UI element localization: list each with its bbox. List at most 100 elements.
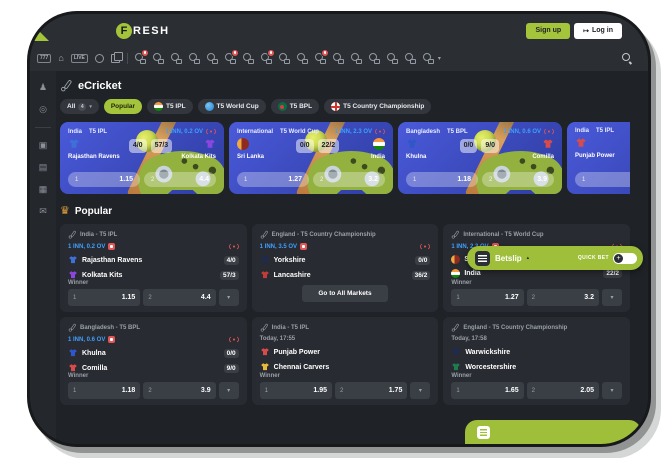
home-icon[interactable]: ⌂ [58, 52, 64, 63]
brand-logo[interactable]: F RESH [116, 22, 170, 39]
match-card[interactable]: India - T5 IPL Today, 17:55 Punjab Power [251, 317, 439, 405]
sport-icon-14[interactable] [368, 52, 380, 64]
page-header: eCricket [60, 79, 630, 92]
stream-icon [544, 128, 554, 135]
filter-t5-world-cup[interactable]: T5 World Cup [197, 99, 266, 114]
odds-button-1[interactable]: 1 1.95 [259, 382, 332, 399]
quick-bet-control: QUICK BET + [578, 252, 637, 264]
sport-icon-6[interactable] [224, 48, 239, 64]
odds-button-1[interactable]: 1 1.27 [451, 289, 524, 306]
sport-icon-12[interactable] [332, 52, 344, 64]
live-banner[interactable]: Bangladesh T5 BPL 1 INN, 0.6 OV [398, 122, 562, 194]
sport-icon-1[interactable] [134, 48, 149, 64]
banner-odds-row: 1 1.15 2 4.4 [68, 172, 216, 187]
sport-icon-4[interactable] [188, 52, 200, 64]
gift-icon[interactable]: ▣ [38, 140, 48, 150]
search-icon[interactable] [622, 53, 632, 63]
odds-button-2[interactable]: 2 4.4 [144, 172, 216, 187]
slots-777-icon[interactable]: 777 [37, 53, 52, 63]
sport-icon-7[interactable] [242, 52, 254, 64]
more-odds-button[interactable]: ▾ [602, 382, 623, 399]
target-icon[interactable]: ◎ [39, 104, 47, 114]
odds-button-2[interactable]: 2 3.9 [482, 172, 554, 187]
sport-icon-more[interactable] [422, 52, 434, 64]
filter-popular[interactable]: Popular [103, 99, 143, 114]
odds-button-2[interactable]: 2 1.75 [335, 382, 408, 399]
logo-f-icon: F [116, 22, 132, 39]
live-badge-icon[interactable]: LIVE [70, 53, 88, 63]
banner-team-name: Comilla [532, 154, 554, 160]
odds-button-1[interactable]: 1 1.18 [68, 382, 141, 399]
left-sidebar: ♟ ◎ ▣ ▤ ▦ ✉ [30, 71, 56, 444]
slots-grid-icon[interactable]: ▦ [38, 184, 48, 194]
banner-team-home: Punjab Power [575, 137, 615, 172]
sport-icon-10[interactable] [296, 52, 308, 64]
betslip-bar[interactable]: Betslip ▴ QUICK BET + [467, 246, 643, 270]
odds-button-1[interactable]: 1 1.27 [237, 172, 309, 187]
wallet-icon[interactable]: ▤ [38, 162, 48, 172]
odds-button-1[interactable]: 1 1.15 [68, 289, 141, 306]
sport-icon-9[interactable] [278, 52, 290, 64]
filter-all[interactable]: All 4 ▾ [60, 99, 99, 114]
sport-icon-11[interactable] [314, 48, 329, 64]
odds-button-1[interactable]: 1 1.65 [451, 382, 524, 399]
betslip-label: Betslip [495, 253, 522, 263]
match-card[interactable]: England - T5 Country Championship Today,… [443, 317, 630, 405]
sport-icon-3[interactable] [170, 52, 182, 64]
filter-t5-ipl[interactable]: T5 IPL [147, 99, 193, 114]
more-odds-button[interactable]: ▾ [410, 382, 431, 399]
more-odds-button[interactable]: ▾ [602, 289, 623, 306]
odds-button-1[interactable]: 1 [575, 172, 630, 187]
card-league: India - T5 IPL [68, 230, 239, 239]
team-row: Punjab Power [260, 347, 431, 357]
popular-section-header: ♛ Popular [60, 206, 630, 218]
sport-icon-5[interactable] [206, 52, 218, 64]
login-arrow-icon: ↦ [583, 27, 589, 35]
match-card[interactable]: England - T5 Country Championship 1 INN,… [251, 224, 439, 312]
banner-team-name: Rajasthan Ravens [68, 154, 120, 160]
signup-button[interactable]: Sign up [526, 22, 571, 39]
quick-bet-toggle[interactable]: + [613, 252, 637, 264]
banner-team-away: Kolkata Kits [181, 138, 216, 172]
login-button[interactable]: ↦ Log in [574, 22, 622, 39]
filter-t5-country-championship[interactable]: T5 Country Championship [324, 99, 432, 114]
live-banner[interactable]: International T5 World Cup 1 INN, 2.3 OV [229, 122, 393, 194]
live-banner[interactable]: India T5 IPL 1 INN, 0.4 OV Punjab Pow [567, 122, 630, 194]
match-card[interactable]: Bangladesh - T5 BPL 1 INN, 0.6 OV Kh [60, 317, 247, 405]
chevron-down-icon[interactable]: ▾ [437, 55, 441, 62]
filter-t5-bpl[interactable]: T5 BPL [270, 99, 320, 114]
sport-icon-16[interactable] [404, 52, 416, 64]
live-banner[interactable]: India T5 IPL 1 INN, 0.2 OV [60, 122, 224, 194]
odds-button-2[interactable]: 2 3.9 [143, 382, 216, 399]
chevron-down-icon: ▾ [89, 103, 92, 110]
casino-chip-icon[interactable] [94, 53, 104, 63]
odds-button-2[interactable]: 2 4.4 [143, 289, 216, 306]
betslip-bottom-bar[interactable] [465, 420, 641, 444]
odds-button-2[interactable]: 2 3.2 [313, 172, 385, 187]
card-live-status: 1 INN, 0.2 OV [68, 243, 239, 250]
auth-buttons: Sign up ↦ Log in [526, 22, 622, 39]
india-flag-icon [451, 269, 461, 278]
more-odds-button[interactable]: ▾ [218, 382, 239, 399]
score-badge: 9/0 [481, 139, 500, 153]
sport-icon-2[interactable] [152, 52, 164, 64]
match-card[interactable]: India - T5 IPL 1 INN, 0.2 OV Rajasth [60, 224, 247, 312]
team-score: 4/0 [223, 255, 239, 265]
more-odds-button[interactable]: ▾ [218, 289, 239, 306]
odds-button-1[interactable]: 1 1.15 [68, 172, 140, 187]
messages-icon[interactable]: ✉ [39, 206, 47, 216]
sport-icon-15[interactable] [386, 52, 398, 64]
banner-team-away: India [371, 138, 385, 172]
odds-button-1[interactable]: 1 1.18 [406, 172, 478, 187]
sport-icon-13[interactable] [350, 52, 362, 64]
odds-button-2[interactable]: 2 3.2 [526, 289, 600, 306]
cards-icon[interactable] [110, 51, 123, 63]
esports-icon[interactable]: ♟ [38, 82, 48, 92]
app-screen: F RESH Sign up ↦ Log in 777 ⌂ LIVE [30, 14, 648, 444]
go-to-all-markets-button[interactable]: Go to All Markets [302, 285, 388, 302]
filter-row: All 4 ▾ Popular T5 IPL T5 World Cup T5 B [60, 99, 630, 114]
odds-button-2[interactable]: 2 2.05 [526, 382, 600, 399]
sport-icon-8[interactable] [260, 48, 275, 64]
chevron-up-icon[interactable]: ▴ [526, 255, 530, 261]
